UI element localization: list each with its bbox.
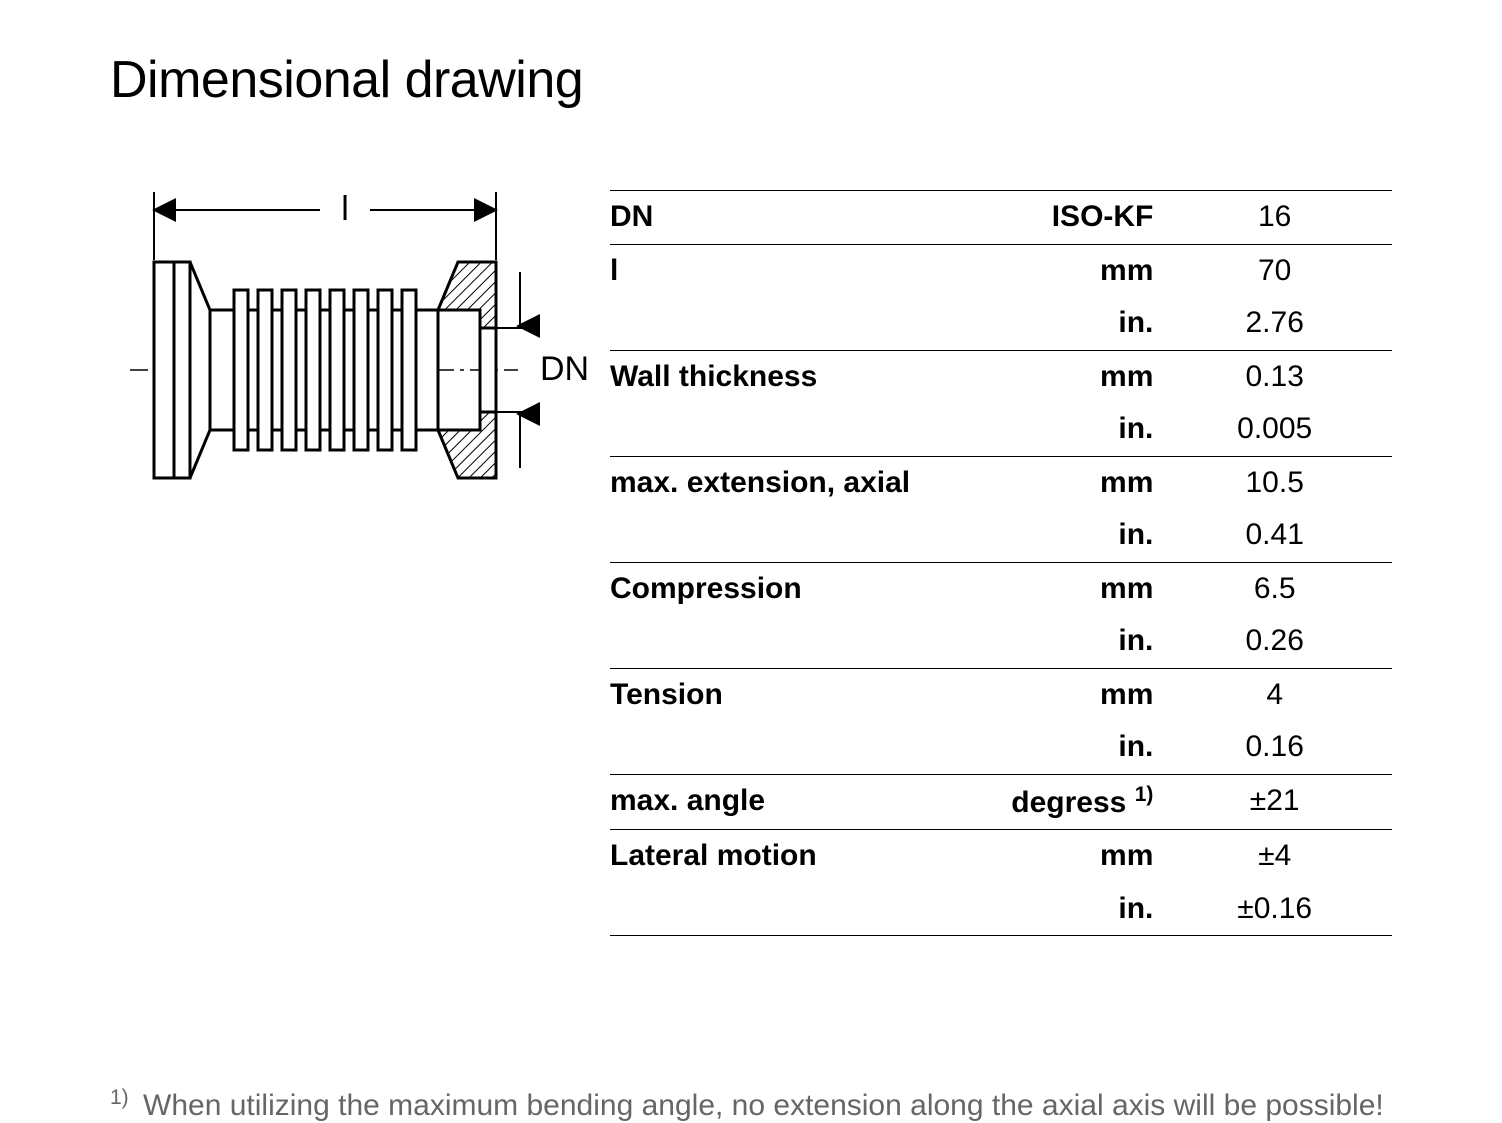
header-value: 16 — [1157, 191, 1392, 245]
table-row: max. extension, axial mm 10.5 — [610, 456, 1392, 509]
lateral-val-in: ±0.16 — [1157, 883, 1392, 936]
row-val-in: 0.41 — [1157, 509, 1392, 562]
row-val-mm: 0.13 — [1157, 350, 1392, 403]
row-unit-in: in. — [954, 509, 1157, 562]
footnote-text: When utilizing the maximum bending angle… — [143, 1089, 1384, 1122]
row-val-mm: 4 — [1157, 668, 1392, 721]
left-tube — [210, 310, 234, 430]
row-unit-mm: mm — [954, 668, 1157, 721]
header-param: DN — [610, 191, 954, 245]
row-unit-in: in. — [954, 721, 1157, 774]
page-title: Dimensional drawing — [110, 50, 1392, 110]
row-param: Compression — [610, 562, 954, 668]
table-lateral-row: Lateral motion mm ±4 — [610, 830, 1392, 883]
row-val-in: 0.16 — [1157, 721, 1392, 774]
row-unit-in: in. — [954, 615, 1157, 668]
right-tube — [416, 310, 438, 430]
dimensional-drawing: l — [110, 180, 590, 505]
row-unit-mm: mm — [954, 350, 1157, 403]
angle-sup: 1) — [1135, 783, 1154, 806]
row-val-mm: 70 — [1157, 244, 1392, 297]
row-unit-mm: mm — [954, 456, 1157, 509]
row-val-in: 2.76 — [1157, 297, 1392, 350]
lateral-param: Lateral motion — [610, 830, 954, 936]
table-angle-row: max. angle degress 1) ±21 — [610, 774, 1392, 830]
table-row: Compression mm 6.5 — [610, 562, 1392, 615]
angle-unit: degress 1) — [954, 774, 1157, 830]
spec-table-container: DN ISO-KF 16 l mm 70 in. 2.76 Wall thick… — [610, 180, 1392, 936]
page: Dimensional drawing — [0, 0, 1502, 1123]
row-unit-mm: mm — [954, 562, 1157, 615]
dn-label: DN — [540, 350, 589, 388]
header-unit: ISO-KF — [954, 191, 1157, 245]
lateral-unit-in: in. — [954, 883, 1157, 936]
main-content: l — [110, 180, 1392, 936]
row-val-in: 0.26 — [1157, 615, 1392, 668]
angle-value: ±21 — [1157, 774, 1392, 830]
row-val-mm: 6.5 — [1157, 562, 1392, 615]
length-label: l — [341, 190, 349, 228]
lateral-val-mm: ±4 — [1157, 830, 1392, 883]
table-end-rule — [610, 936, 1392, 937]
row-param: l — [610, 244, 954, 350]
row-unit-in: in. — [954, 297, 1157, 350]
row-val-mm: 10.5 — [1157, 456, 1392, 509]
row-param: max. extension, axial — [610, 456, 954, 562]
row-unit-in: in. — [954, 403, 1157, 456]
bellows-drawing-svg: l — [110, 180, 590, 500]
footnote: 1) When utilizing the maximum bending an… — [110, 1086, 1392, 1123]
lateral-unit-mm: mm — [954, 830, 1157, 883]
left-flange — [154, 262, 210, 478]
table-header-row: DN ISO-KF 16 — [610, 191, 1392, 245]
bellows — [234, 290, 416, 450]
row-param: Tension — [610, 668, 954, 774]
angle-param: max. angle — [610, 774, 954, 830]
footnote-mark: 1) — [110, 1086, 129, 1109]
table-row: l mm 70 — [610, 244, 1392, 297]
table-row: Wall thickness mm 0.13 — [610, 350, 1392, 403]
table-row: Tension mm 4 — [610, 668, 1392, 721]
row-val-in: 0.005 — [1157, 403, 1392, 456]
length-dimension: l — [154, 190, 496, 260]
spec-table: DN ISO-KF 16 l mm 70 in. 2.76 Wall thick… — [610, 190, 1392, 936]
angle-unit-text: degress — [1011, 786, 1126, 819]
row-param: Wall thickness — [610, 350, 954, 456]
row-unit-mm: mm — [954, 244, 1157, 297]
